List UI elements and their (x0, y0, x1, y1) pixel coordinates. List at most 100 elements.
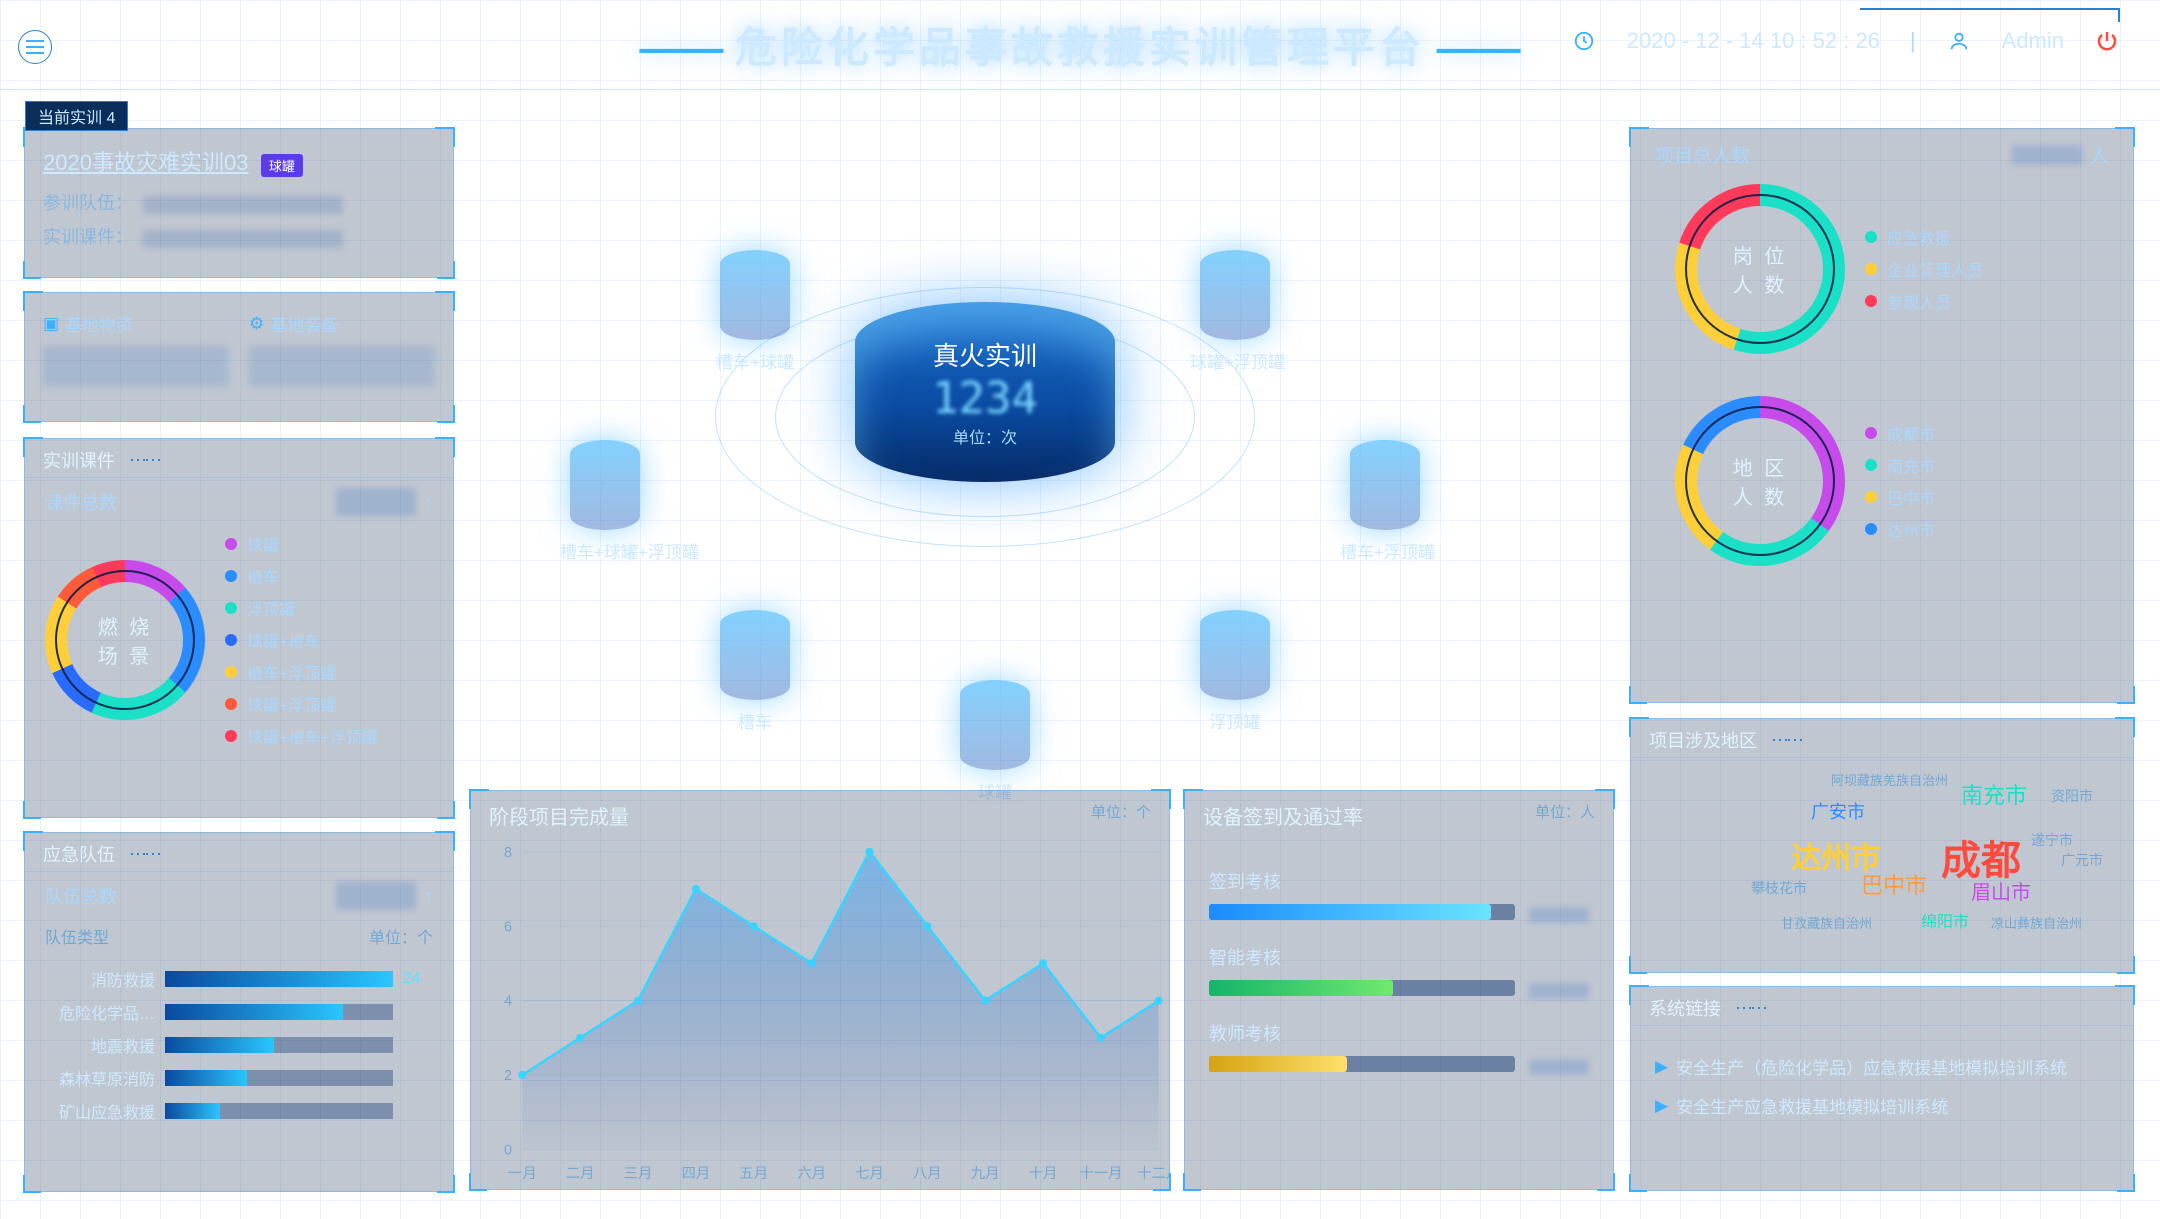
panel-supply: ▣基地物资 ↑ ⚙基地装备 ↑ (24, 292, 454, 422)
orbit-item: 槽车+球罐 (710, 250, 800, 373)
legend-item: 巴中市 (1865, 485, 1935, 509)
post-donut: 岗 位人 数 (1675, 184, 1845, 354)
legend-item: 槽车 (225, 564, 378, 588)
legend-item: 球罐+槽车+浮顶罐 (225, 724, 378, 748)
phase-area-chart: 02468 一月二月三月四月五月六月七月八月九月十月十一月十二月 (471, 840, 1169, 1192)
legend-item: 参观人员 (1865, 289, 1983, 313)
svg-text:五月: 五月 (739, 1166, 768, 1182)
legend-item: 企业管理人员 (1865, 257, 1983, 281)
training-tag: 球罐 (261, 154, 303, 177)
team-unit: 单位：个 (369, 924, 433, 948)
system-link[interactable]: ▶安全生产应急救援基地模拟培训系统 (1655, 1093, 2109, 1118)
system-link[interactable]: ▶安全生产（危险化学品）应急救援基地模拟培训系统 (1655, 1054, 2109, 1079)
panel-people: 项目总人数 人 岗 位人 数 应急救援企业管理人员参观人员 地 区人 数 成都市… (1630, 128, 2134, 703)
courseware-title: 实训课件 (25, 439, 453, 478)
legend-item: 成都市 (1865, 421, 1935, 445)
region-word: 眉山市 (1971, 876, 2031, 905)
orbit-item: 槽车+浮顶罐 (1340, 440, 1430, 563)
exam-body: 签到考核 智能考核 教师考核 (1185, 840, 1613, 1106)
svg-text:九月: 九月 (971, 1165, 1000, 1182)
svg-text:六月: 六月 (797, 1165, 826, 1182)
phase-title: 阶段项目完成量 (471, 791, 1169, 840)
svg-text:0: 0 (504, 1143, 512, 1159)
svg-text:十一月: 十一月 (1079, 1165, 1122, 1182)
legend-item: 达州市 (1865, 517, 1935, 541)
orbit-item: 浮顶罐 (1190, 610, 1280, 733)
courseware-total-row: 课件总数 ↑ (25, 478, 453, 526)
post-legend: 应急救援企业管理人员参观人员 (1865, 225, 1983, 313)
header-right: 2020 - 12 - 14 10 : 52 : 26 | Admin (1571, 28, 2120, 54)
legend-item: 槽车+浮顶罐 (225, 660, 378, 684)
panel-links: 系统链接 ▶安全生产（危险化学品）应急救援基地模拟培训系统 ▶安全生产应急救援基地… (1630, 986, 2134, 1191)
orbit-item: 槽车+球罐+浮顶罐 (560, 440, 650, 563)
power-icon[interactable] (2094, 28, 2120, 54)
user-name: Admin (2002, 28, 2064, 54)
team-bar-row: 危险化学品… (45, 1000, 433, 1024)
center-main-title: 真火实训 (933, 336, 1037, 373)
legend-item: 应急救援 (1865, 225, 1983, 249)
svg-text:6: 6 (504, 919, 512, 935)
current-training-tab[interactable]: 当前实训 4 (25, 101, 128, 131)
teams-total-row: 队伍总数 ↑ (25, 872, 453, 920)
clock-icon (1571, 28, 1597, 54)
header: 危险化学品事故救援实训管理平台 2020 - 12 - 14 10 : 52 :… (0, 0, 2160, 90)
orbit-item: 球罐 (950, 680, 1040, 803)
legend-item: 球罐+槽车 (225, 628, 378, 652)
region-word: 广安市 (1811, 798, 1865, 824)
triangle-icon: ▶ (1655, 1057, 1668, 1077)
svg-text:三月: 三月 (624, 1166, 653, 1182)
panel-courseware: 实训课件 课件总数 ↑ 燃 烧场 景 球罐槽车浮顶罐球罐+槽车槽车+浮顶罐球罐+… (24, 438, 454, 818)
exam-section: 智能考核 (1209, 944, 1589, 1002)
team-row: 参训队伍： (25, 189, 453, 215)
region-donut-center: 地 区人 数 (1675, 396, 1845, 566)
course-row: 实训课件： (25, 223, 453, 249)
region-word: 遂宁市 (2031, 830, 2073, 850)
svg-text:七月: 七月 (855, 1165, 884, 1182)
box-icon: ▣ (43, 314, 59, 334)
page-title: 危险化学品事故救援实训管理平台 (639, 14, 1520, 75)
training-title-link[interactable]: 2020事故灾难实训03 (43, 150, 248, 175)
exam-section: 教师考核 (1209, 1020, 1589, 1078)
region-word: 巴中市 (1861, 868, 1927, 900)
svg-text:八月: 八月 (913, 1166, 942, 1182)
word-cloud: 成都达州市南充市巴中市广安市眉山市绵阳市资阳市遂宁市广元市攀枝花市阿坝藏族羌族自… (1631, 758, 2133, 958)
phase-unit: 单位：个 (1091, 801, 1151, 822)
orbit-item: 球罐+浮顶罐 (1190, 250, 1280, 373)
svg-text:四月: 四月 (682, 1166, 711, 1182)
datetime: 2020 - 12 - 14 10 : 52 : 26 (1627, 28, 1880, 54)
svg-text:2: 2 (504, 1068, 512, 1084)
svg-text:4: 4 (504, 994, 512, 1010)
team-type-header: 队伍类型 (45, 924, 109, 948)
team-bar-row: 矿山应急救援 (45, 1099, 433, 1123)
panel-region-cloud: 项目涉及地区 成都达州市南充市巴中市广安市眉山市绵阳市资阳市遂宁市广元市攀枝花市… (1630, 718, 2134, 973)
courseware-legend: 球罐槽车浮顶罐球罐+槽车槽车+浮顶罐球罐+浮顶罐球罐+槽车+浮顶罐 (225, 532, 378, 748)
supply-equipment: ⚙基地装备 ↑ (249, 311, 435, 386)
exam-unit: 单位：人 (1535, 801, 1595, 822)
legend-item: 浮顶罐 (225, 596, 378, 620)
region-word: 资阳市 (2051, 786, 2093, 806)
triangle-icon: ▶ (1655, 1096, 1668, 1116)
region-donut: 地 区人 数 (1675, 396, 1845, 566)
team-bar-row: 地震救援 (45, 1033, 433, 1057)
panel-current-training: 当前实训 4 2020事故灾难实训03 球罐 参训队伍： 实训课件： (24, 128, 454, 278)
center-main-value: 1234 (932, 373, 1038, 424)
region-word: 绵阳市 (1921, 908, 1969, 932)
panel-phase-chart: 阶段项目完成量 单位：个 02468 一月二月三月四月五月六月七月八月九月十月十… (470, 790, 1170, 1190)
center-cylinder: 真火实训 1234 单位：次 (855, 302, 1115, 482)
center-main-unit: 单位：次 (953, 424, 1017, 448)
legend-item: 球罐+浮顶罐 (225, 692, 378, 716)
region-legend: 成都市南充市巴中市达州市 (1865, 421, 1935, 541)
gear-icon: ⚙ (249, 314, 264, 334)
menu-icon[interactable] (18, 30, 52, 64)
links-title: 系统链接 (1631, 987, 2133, 1026)
supply-material: ▣基地物资 ↑ (43, 311, 229, 386)
svg-text:二月: 二月 (566, 1166, 595, 1182)
courseware-donut: 燃 烧场 景 (45, 560, 205, 720)
panel-exam: 设备签到及通过率 单位：人 签到考核 智能考核 教师考核 (1184, 790, 1614, 1190)
teams-title: 应急队伍 (25, 833, 453, 872)
team-bar-row: 森林草原消防 (45, 1066, 433, 1090)
people-total-row: 项目总人数 人 (1655, 141, 2109, 168)
orbit-item: 槽车 (710, 610, 800, 733)
svg-text:十月: 十月 (1029, 1165, 1058, 1182)
panel-teams: 应急队伍 队伍总数 ↑ 队伍类型 单位：个 消防救援 24 危险化学品… 地震救… (24, 832, 454, 1192)
